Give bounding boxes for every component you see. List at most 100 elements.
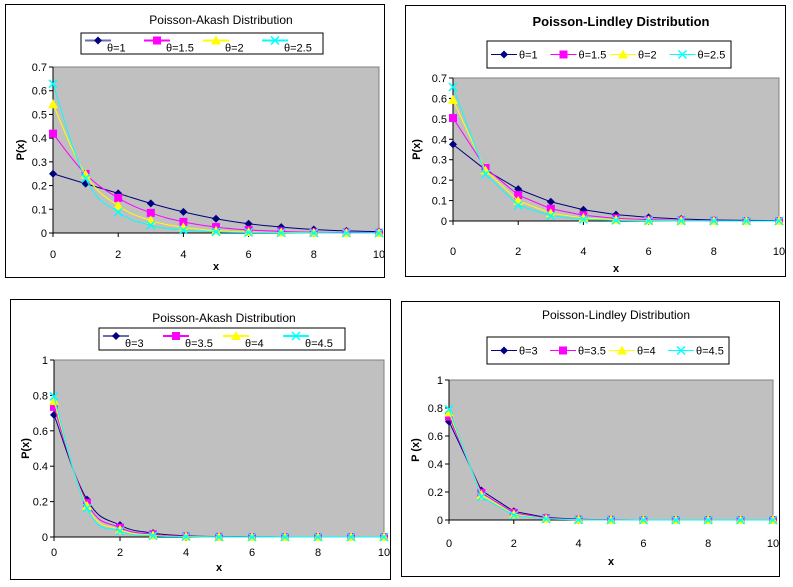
legend-marker [291,331,301,341]
data-point [179,217,188,226]
data-point [178,225,188,235]
legend: θ=3 θ=3.5 θ=4 θ=4.5 [486,336,730,365]
data-point [146,199,155,208]
legend-label: θ=1.5 [166,43,194,55]
legend: θ=3 θ=3.5 θ=4 θ=4.5 [98,327,346,351]
data-point [276,228,286,238]
x-tick-label: 4 [180,249,186,261]
y-tick-label: 0.2 [32,181,47,193]
x-tick-label: 6 [646,246,652,258]
y-tick-label: 0.8 [33,390,48,402]
plot-area [53,359,385,538]
data-point [513,200,523,210]
data-point [313,532,323,542]
y-tick-label: 0.8 [428,403,443,415]
legend-label: θ=3.5 [185,338,213,350]
y-axis-label: P (x) [410,438,422,462]
data-point [574,515,584,525]
plot-area [452,77,780,222]
x-tick-label: 4 [183,547,189,559]
x-tick-label: 2 [117,547,123,559]
y-tick-label: 0.1 [32,204,47,216]
x-tick-label: 10 [373,249,385,261]
data-point [611,214,621,224]
data-point [546,211,556,221]
y-tick-label: 0 [441,216,447,228]
legend-marker [172,332,180,340]
data-point [49,391,59,401]
data-point [280,532,290,542]
data-point [82,503,92,513]
x-tick-label: 6 [249,547,255,559]
data-point [212,214,220,223]
legend-marker [618,49,628,59]
legend-marker [94,36,102,45]
data-point [114,193,123,202]
data-point [374,228,384,238]
legend: θ=1 θ=1.5 θ=2 θ=2.5 [486,40,732,69]
series-3 [49,391,389,542]
data-point [214,532,224,542]
legend-label: θ=4 [245,338,264,350]
legend-label: θ=2.5 [698,50,726,62]
data-point [606,515,616,525]
data-point [611,215,621,225]
series-line [53,396,384,538]
y-tick-label: 0.6 [32,86,47,98]
y-tick-label: 0.6 [428,431,443,443]
y-tick-label: 0.4 [33,461,48,473]
chart-title: Poisson-Lindley Distribution [533,14,710,29]
y-tick-label: 0.3 [432,155,447,167]
legend-label: θ=2.5 [284,43,312,55]
y-tick-label: 0.5 [432,114,447,126]
data-point [703,515,713,525]
x-axis-label: x [608,556,615,568]
data-point [82,500,92,510]
legend-marker [153,36,161,45]
x-tick-label: 8 [315,547,321,559]
data-point [179,207,188,216]
legend-marker [500,50,508,59]
legend-marker [559,50,568,59]
data-point [638,515,648,525]
chart-poisson-lindley-high-theta: Poisson-Lindley Distribution 0 0.2 0.4 0.6 0.… [401,301,780,577]
chart-poisson-akash-low-theta: Poisson-Akash Distribution 0 0.1 0.2 0.3 0.4 0… [5,4,385,278]
legend-marker [112,332,120,340]
series-3 [444,404,778,525]
legend-marker [211,35,221,45]
data-point [449,114,457,123]
data-point [449,140,457,149]
data-point [148,531,158,541]
data-point [741,216,751,226]
data-point [578,214,588,224]
y-tick-label: 0.2 [428,487,443,499]
y-tick-label: 1 [42,355,48,367]
data-point [341,228,351,238]
data-point [476,489,487,499]
x-tick-label: 8 [705,538,711,550]
x-tick-label: 2 [511,538,517,550]
data-point [309,228,319,238]
x-tick-label: 2 [515,246,521,258]
data-point [379,532,389,542]
data-point [50,402,58,411]
data-point [50,410,58,419]
data-point [546,197,555,206]
legend-label: θ=4.5 [696,346,724,358]
legend-marker [676,345,686,356]
data-point [115,524,125,534]
data-point [81,173,91,183]
legend: θ=1 θ=1.5 θ=2 θ=2.5 [80,32,324,55]
legend-marker [617,345,627,355]
data-point [49,396,59,406]
y-tick-label: 0.5 [32,109,47,121]
y-tick-label: 0.6 [432,93,447,105]
data-point [481,169,491,179]
legend-box [98,327,346,351]
y-tick-label: 0 [42,532,48,544]
y-tick-label: 0 [437,515,443,527]
series-3 [448,82,784,226]
y-axis-label: P(x) [15,139,27,160]
legend-box [80,32,324,55]
chart-poisson-akash-high-theta: Poisson-Akash Distribution 0 0.2 0.4 0.6 0.8 1… [10,299,391,580]
